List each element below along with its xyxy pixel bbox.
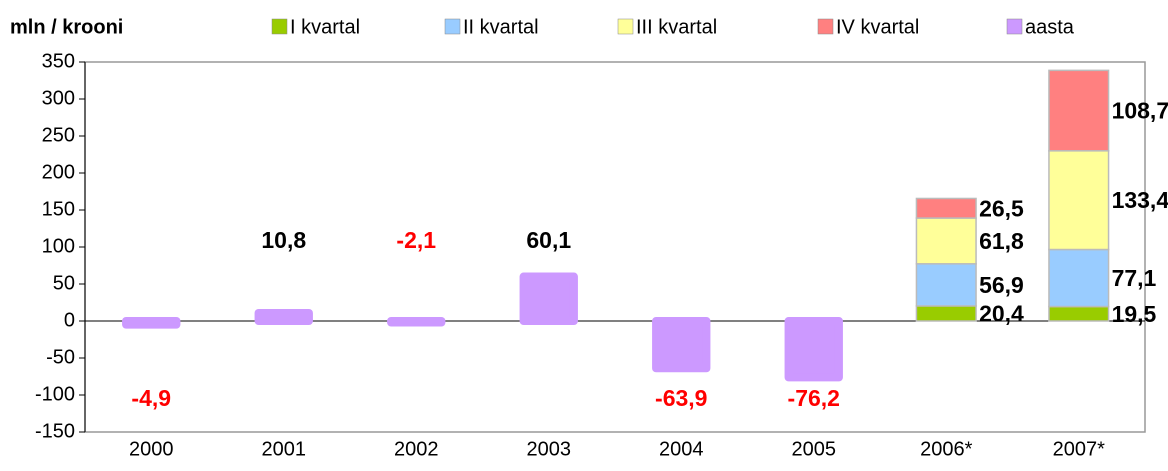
value-label: 133,4 bbox=[1112, 187, 1168, 213]
legend-label: III kvartal bbox=[636, 16, 717, 38]
value-label: 56,9 bbox=[979, 272, 1024, 298]
y-tick-label: 0 bbox=[64, 309, 75, 331]
value-label: -63,9 bbox=[655, 385, 707, 411]
x-tick-label: 2001 bbox=[262, 438, 307, 460]
stack-segment bbox=[915, 197, 977, 219]
legend-label: IV kvartal bbox=[836, 16, 919, 38]
y-axis-label: mln / krooni bbox=[10, 16, 123, 38]
y-tick-label: 300 bbox=[42, 87, 75, 109]
y-tick-label: 250 bbox=[42, 124, 75, 146]
value-label: 10,8 bbox=[261, 227, 306, 253]
bar bbox=[784, 317, 843, 382]
bar bbox=[652, 317, 711, 373]
x-tick-label: 2003 bbox=[527, 438, 572, 460]
value-label: 77,1 bbox=[1112, 265, 1157, 291]
y-tick-label: -50 bbox=[46, 346, 75, 368]
value-label: 19,5 bbox=[1112, 301, 1157, 327]
legend-swatch bbox=[1006, 18, 1023, 35]
stack-segment bbox=[1048, 150, 1110, 251]
y-tick-label: 150 bbox=[42, 198, 75, 220]
y-tick-label: -100 bbox=[35, 383, 75, 405]
value-label: -76,2 bbox=[788, 385, 840, 411]
legend-swatch bbox=[617, 18, 634, 35]
stack-segment bbox=[915, 263, 977, 307]
bar bbox=[519, 272, 578, 325]
stack-segment bbox=[915, 217, 977, 265]
stack-segment bbox=[1048, 305, 1110, 322]
value-label: -4,9 bbox=[131, 385, 171, 411]
x-tick-label: 2000 bbox=[129, 438, 174, 460]
y-tick-label: 350 bbox=[42, 50, 75, 72]
x-tick-label: 2005 bbox=[792, 438, 837, 460]
y-tick-label: 50 bbox=[53, 272, 75, 294]
bar bbox=[254, 309, 313, 325]
legend-swatch bbox=[271, 18, 288, 35]
y-tick-label: 100 bbox=[42, 235, 75, 257]
x-tick-label: 2007* bbox=[1053, 438, 1105, 460]
value-label: 26,5 bbox=[979, 195, 1024, 221]
bar bbox=[122, 317, 181, 329]
x-tick-label: 2002 bbox=[394, 438, 439, 460]
legend-label: aasta bbox=[1025, 16, 1075, 38]
x-tick-label: 2004 bbox=[659, 438, 704, 460]
legend-swatch bbox=[444, 18, 461, 35]
x-tick-label: 2006* bbox=[920, 438, 972, 460]
value-label: 60,1 bbox=[526, 227, 571, 253]
value-label: 108,7 bbox=[1112, 98, 1168, 124]
legend-label: II kvartal bbox=[463, 16, 539, 38]
y-tick-label: -150 bbox=[35, 420, 75, 442]
value-label: 61,8 bbox=[979, 228, 1024, 254]
legend-label: I kvartal bbox=[290, 16, 360, 38]
stack-segment bbox=[1048, 248, 1110, 308]
legend-swatch bbox=[817, 18, 834, 35]
bar bbox=[387, 317, 446, 327]
value-label: -2,1 bbox=[396, 227, 436, 253]
stack-segment bbox=[1048, 69, 1110, 152]
stack-segment bbox=[915, 305, 977, 322]
value-label: 20,4 bbox=[979, 301, 1024, 327]
y-tick-label: 200 bbox=[42, 161, 75, 183]
